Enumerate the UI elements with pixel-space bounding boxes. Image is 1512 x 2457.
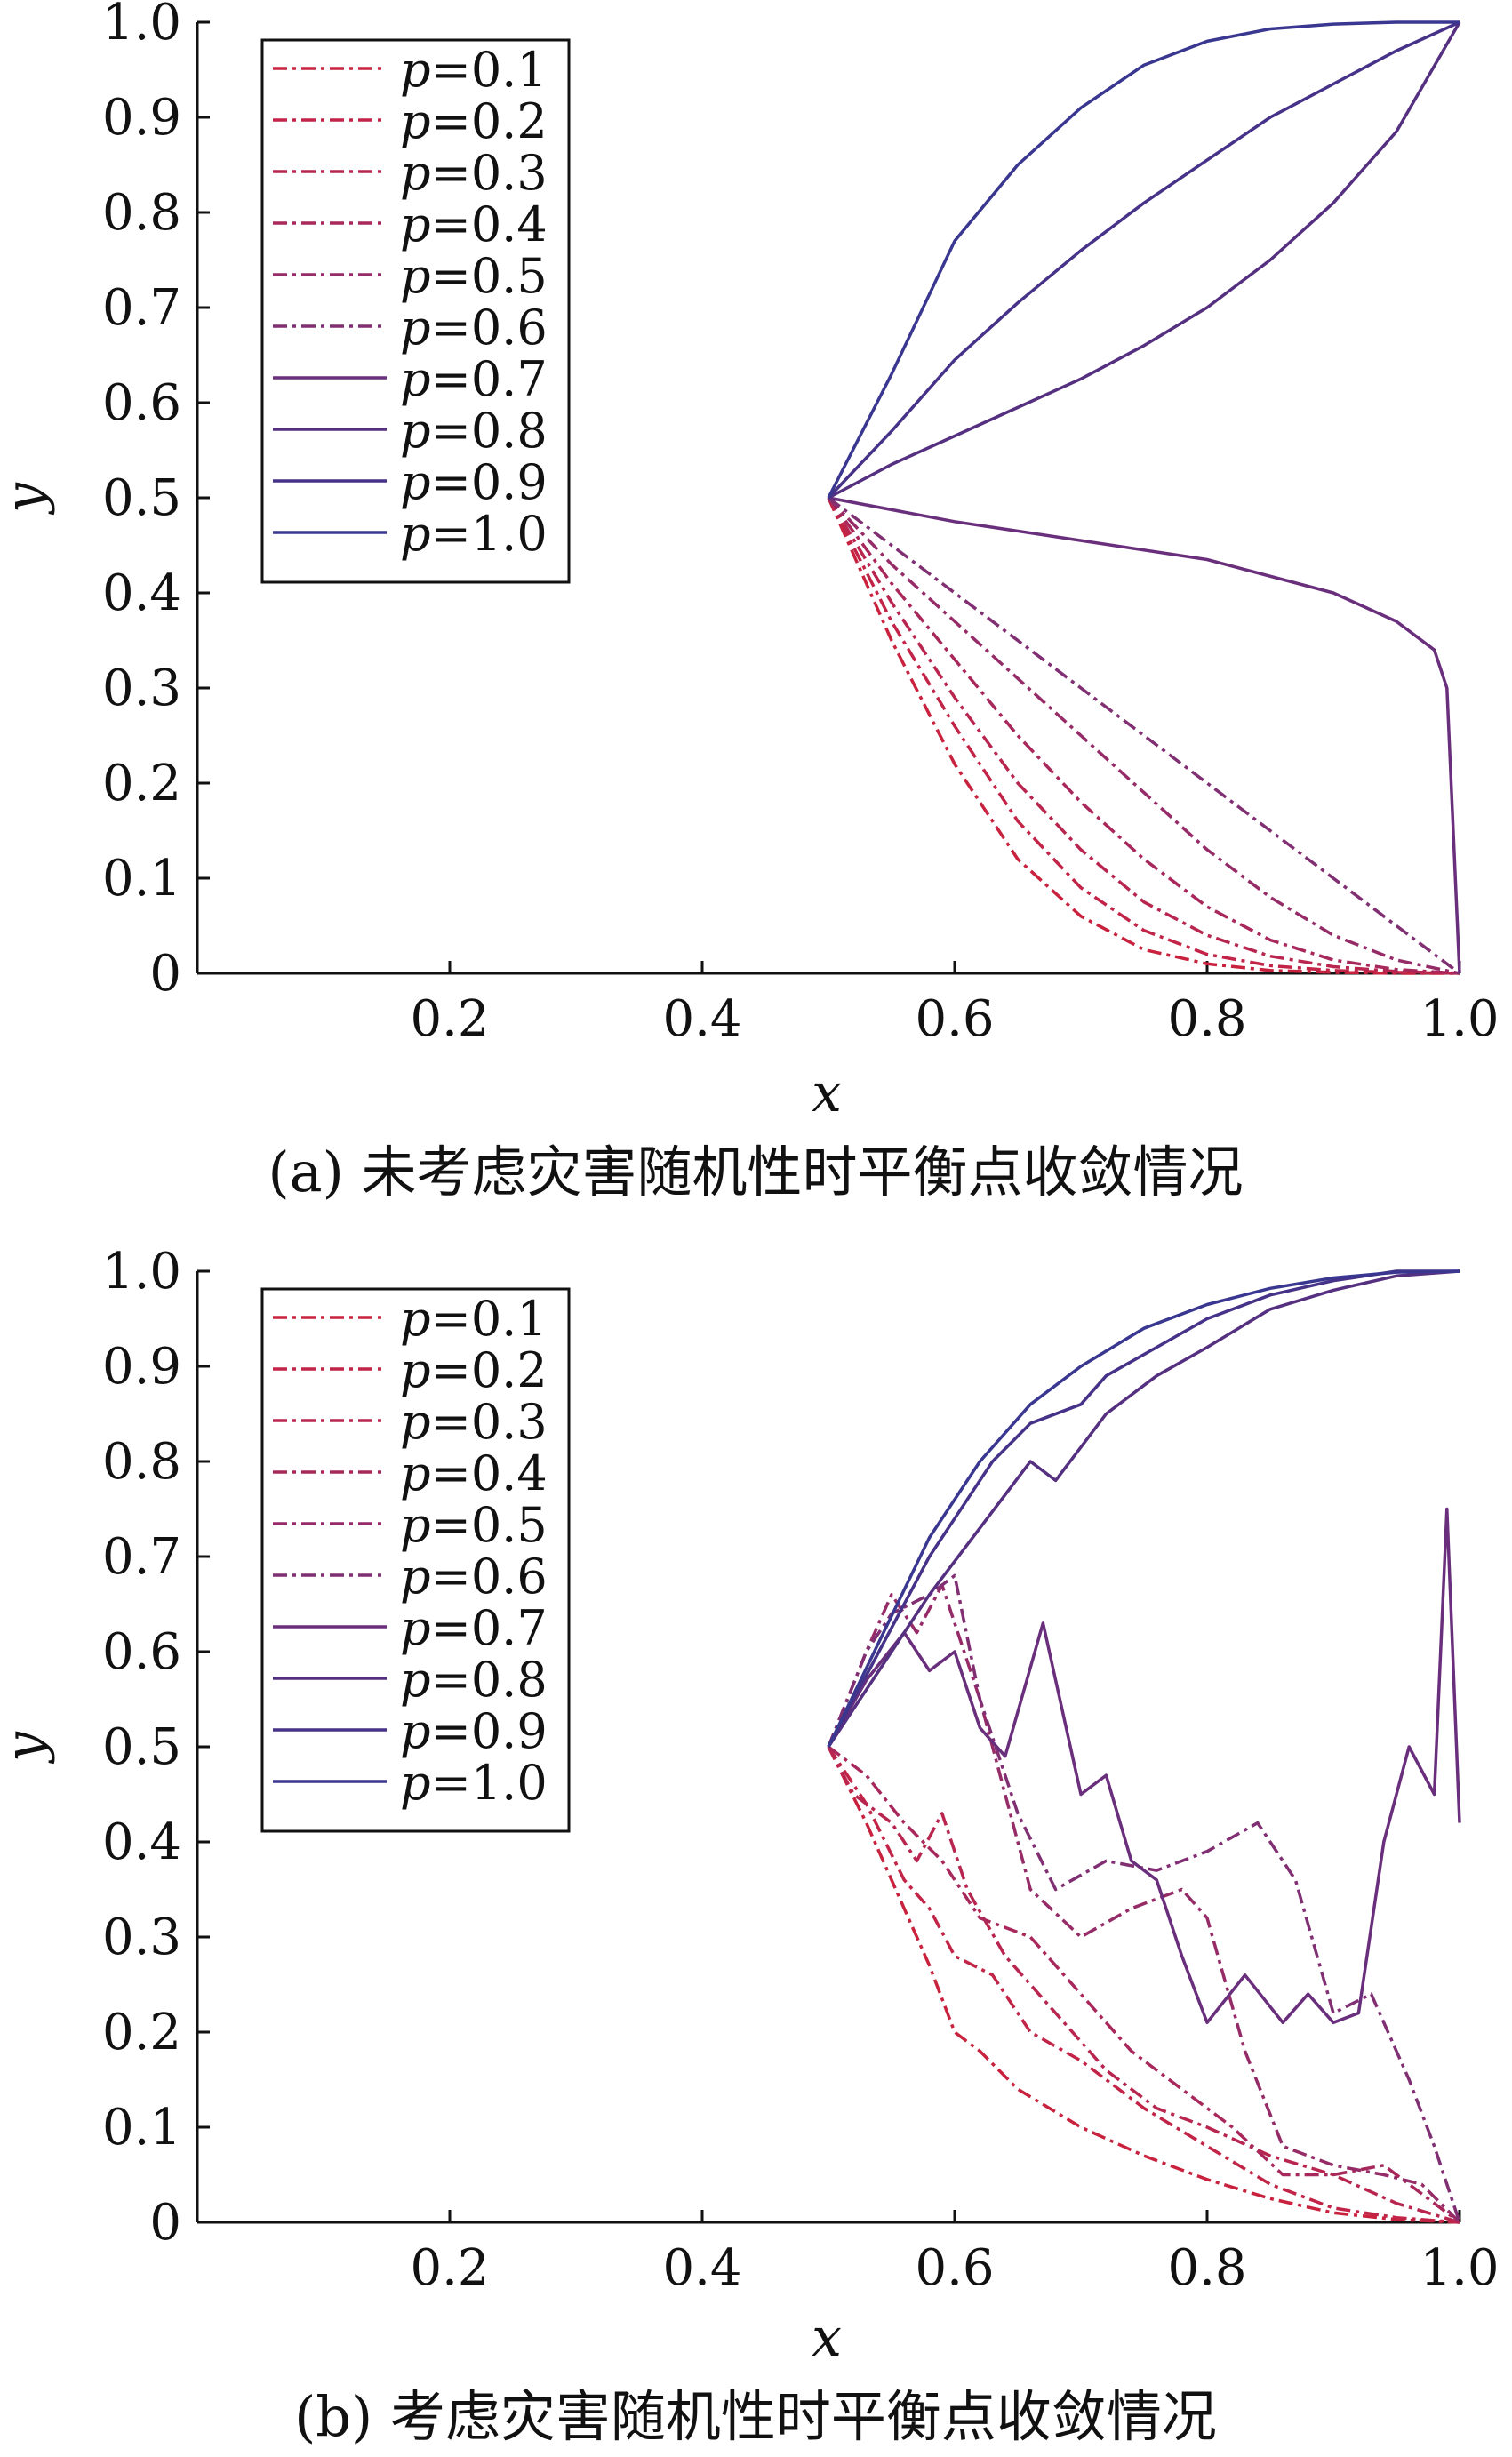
y-tick-label: 0.1 (102, 850, 181, 908)
y-tick-label: 0.8 (102, 184, 181, 242)
legend-entry-label: p=0.4 (400, 196, 548, 252)
legend-entry-label: p=0.9 (400, 1703, 548, 1759)
legend-entry-label: p=0.3 (400, 1394, 548, 1450)
series-line-p10 (827, 1269, 1460, 1748)
series-line-p08 (827, 1269, 1460, 1748)
x-tick-label: 0.2 (410, 990, 489, 1048)
legend-entry-label: p=0.5 (400, 1497, 548, 1553)
series-line-p06 (827, 1573, 1461, 2223)
x-tick-label: 0.8 (1167, 2239, 1246, 2297)
y-axis-title: y (0, 482, 56, 516)
x-tick-label: 0.6 (915, 2239, 994, 2297)
figure-caption: (a) 未考虑灾害随机性时平衡点收敛情况 (268, 1140, 1243, 1204)
legend-entry-label: p=0.7 (400, 1600, 548, 1656)
legend-entry-label: p=1.0 (400, 1755, 548, 1811)
y-tick-label: 0.2 (102, 755, 181, 812)
series-line-p09 (827, 20, 1460, 500)
legend-entry-label: p=0.6 (400, 300, 548, 356)
y-tick-label: 0.7 (102, 1528, 181, 1586)
x-tick-label: 0.6 (915, 990, 994, 1048)
y-tick-label: 0.8 (102, 1433, 181, 1491)
y-tick-label: 0.2 (102, 2004, 181, 2061)
series-line-p07 (827, 1507, 1461, 2025)
y-tick-label: 0.9 (102, 89, 181, 147)
y-tick-label: 0.5 (102, 1718, 181, 1776)
x-tick-label: 1.0 (1420, 990, 1499, 1048)
y-tick-label: 0.4 (102, 1813, 181, 1871)
y-tick-label: 1.0 (102, 0, 181, 52)
legend-entry-label: p=0.2 (400, 93, 548, 149)
y-tick-label: 0.1 (102, 2099, 181, 2157)
legend-entry-label: p=0.5 (400, 248, 548, 304)
x-tick-label: 0.4 (662, 990, 741, 1048)
series-line-p06 (827, 496, 1461, 975)
y-tick-label: 0.3 (102, 660, 181, 717)
series-line-p03 (827, 1746, 1460, 2224)
y-tick-label: 0.4 (102, 564, 181, 622)
y-tick-label: 0.3 (102, 1909, 181, 1966)
y-tick-label: 0.9 (102, 1338, 181, 1396)
panel-b: 0.2 0.4 0.6 0.8 1.0 0 0.1 0.2 0.3 0.4 0.5 0.6 0.7 0.8… (0, 1243, 1500, 2449)
y-tick-label: 0 (149, 2194, 181, 2252)
y-axis-title: y (0, 1731, 56, 1765)
x-tick-label: 0.2 (410, 2239, 489, 2297)
legend-box (260, 1287, 571, 1833)
y-tick-label: 0.6 (102, 1623, 181, 1681)
x-tick-label: 0.4 (662, 2239, 741, 2297)
series-line-p08 (828, 21, 1461, 500)
series-line-p02 (827, 497, 1460, 975)
legend-entry-label: p=0.4 (400, 1445, 548, 1501)
series-line-p01 (827, 1746, 1460, 2224)
x-tick-label: 0.8 (1167, 990, 1246, 1048)
series-line-p09 (827, 1269, 1460, 1748)
legend-entry-label: p=0.9 (400, 454, 548, 510)
legend-entry-label: p=0.2 (400, 1342, 548, 1398)
y-tick-label: 0 (149, 945, 181, 1003)
legend-entry-label: p=0.8 (400, 403, 548, 459)
legend-entry-label: p=0.1 (400, 1291, 548, 1347)
figure-caption: (b) 考虑灾害随机性时平衡点收敛情况 (294, 2384, 1217, 2449)
series-line-p07 (828, 496, 1461, 974)
y-tick-label: 0.6 (102, 374, 181, 432)
legend-entry-label: p=1.0 (400, 506, 548, 562)
y-tick-label: 1.0 (102, 1243, 181, 1301)
legend-entry-label: p=0.1 (400, 42, 548, 98)
series-line-p10 (827, 20, 1460, 499)
series-line-p02 (827, 1746, 1460, 2224)
legend-entry-label: p=0.7 (400, 351, 548, 407)
legend-box (260, 38, 571, 584)
x-axis-title: x (812, 2307, 842, 2369)
x-tick-label: 1.0 (1420, 2239, 1499, 2297)
series-line-p03 (827, 497, 1460, 975)
x-axis-title: x (812, 1062, 842, 1124)
series-line-p05 (827, 496, 1460, 975)
y-tick-label: 0.7 (102, 279, 181, 337)
series-line-p01 (827, 497, 1460, 975)
legend-entry-label: p=0.6 (400, 1549, 548, 1605)
panel-a: 0.2 0.4 0.6 0.8 1.0 0 0.1 0.2 0.3 0.4 0.5 0.6 0.7 0.8… (0, 0, 1500, 1204)
y-tick-label: 0.5 (102, 469, 181, 527)
series-line-p04 (827, 496, 1460, 975)
legend-entry-label: p=0.8 (400, 1652, 548, 1708)
series-line-p05 (827, 1583, 1461, 2224)
series-line-p04 (827, 1745, 1461, 2224)
legend-entry-label: p=0.3 (400, 145, 548, 201)
